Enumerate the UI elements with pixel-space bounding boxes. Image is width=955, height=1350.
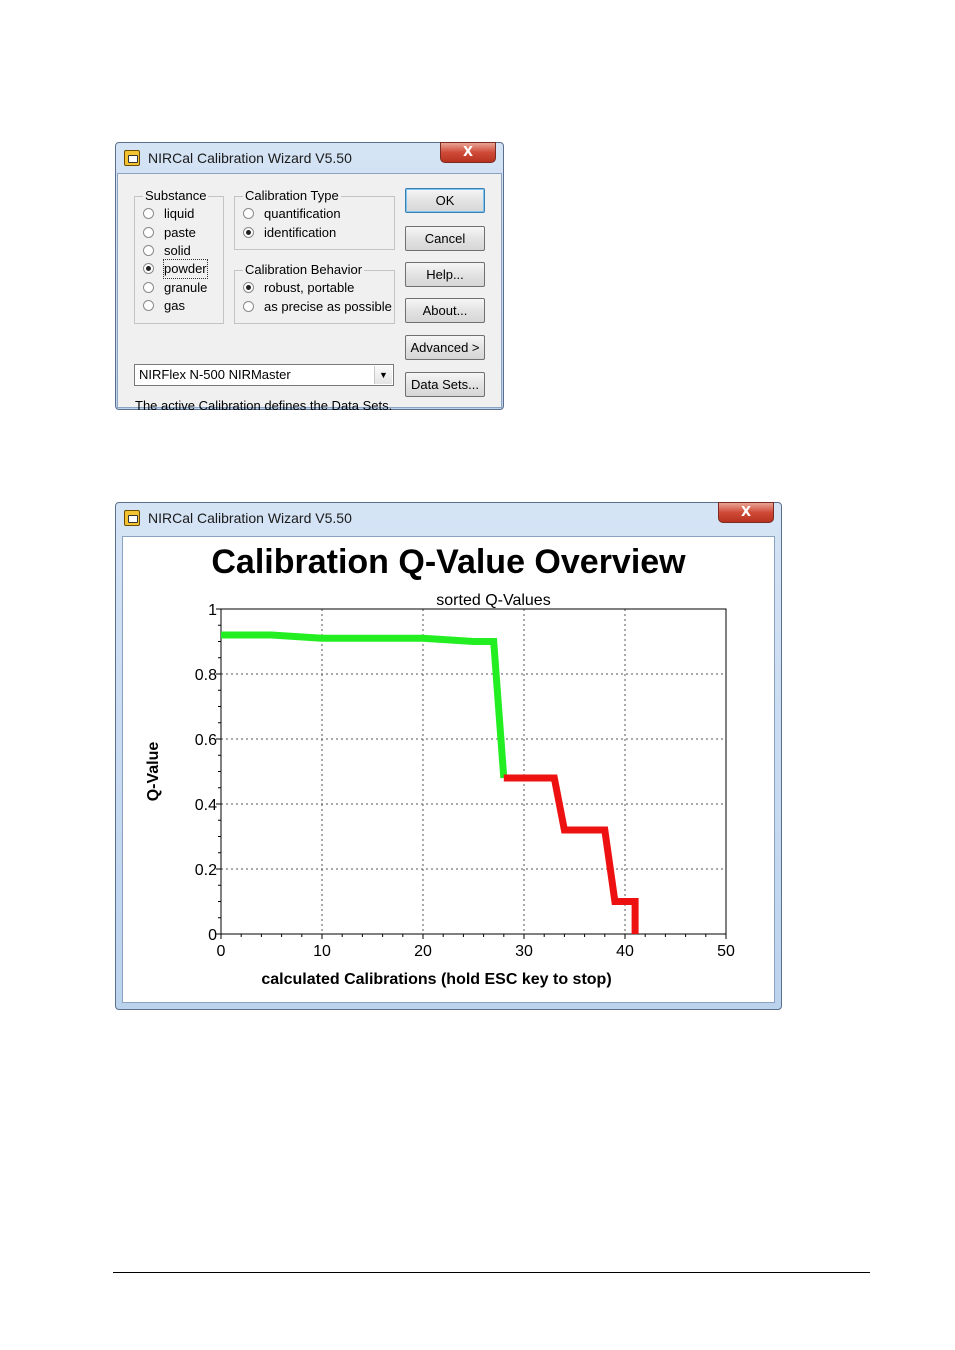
about-button[interactable]: About... bbox=[405, 298, 485, 323]
radio-label: solid bbox=[164, 243, 191, 258]
x-axis-label: calculated Calibrations (hold ESC key to… bbox=[261, 971, 611, 988]
radio-label: quantification bbox=[264, 206, 341, 221]
radio-label: identification bbox=[264, 225, 337, 240]
q-value-chart: sorted Q-Values 0 10 20 30 40 50 0 0.2 0.4 0.6 0.8 1… bbox=[145, 592, 735, 988]
series-line-2 bbox=[503, 774, 639, 934]
help-button[interactable]: Help... bbox=[405, 262, 485, 287]
chart-area: Calibration Q-Value Overview sorted Q-Va… bbox=[122, 536, 775, 1003]
advanced-button[interactable]: Advanced > bbox=[405, 335, 485, 360]
calibration-behavior-label: Calibration Behavior bbox=[243, 262, 365, 278]
radio-button-selected[interactable] bbox=[243, 282, 254, 293]
chart-subtitle: sorted Q-Values bbox=[436, 592, 550, 609]
ok-button[interactable]: OK bbox=[405, 188, 485, 213]
x-tick-label: 30 bbox=[515, 943, 533, 960]
radio-button-selected[interactable] bbox=[143, 263, 154, 274]
app-icon bbox=[124, 510, 140, 526]
close-button[interactable]: X bbox=[718, 502, 774, 523]
y-tick-label: 0.2 bbox=[195, 862, 217, 879]
plot-frame bbox=[220, 608, 727, 935]
radio-button[interactable] bbox=[143, 300, 154, 311]
radio-button[interactable] bbox=[243, 208, 254, 219]
radio-label: as precise as possible bbox=[264, 299, 392, 314]
radio-label: paste bbox=[164, 225, 196, 240]
y-tick-label: 0.4 bbox=[195, 797, 217, 814]
data-sets-button[interactable]: Data Sets... bbox=[405, 372, 485, 397]
y-tick-label: 0.8 bbox=[195, 667, 217, 684]
calibration-type-group: Calibration Type quantification identifi… bbox=[234, 188, 395, 250]
radio-label: granule bbox=[164, 280, 208, 295]
close-button[interactable]: X bbox=[440, 142, 496, 163]
x-tick-label: 50 bbox=[717, 943, 735, 960]
y-tick-label: 0 bbox=[208, 927, 217, 944]
series-line-1 bbox=[221, 631, 508, 779]
x-tick-label: 40 bbox=[616, 943, 634, 960]
radio-button[interactable] bbox=[243, 301, 254, 312]
window-title: NIRCal Calibration Wizard V5.50 bbox=[148, 150, 352, 166]
y-axis-label: Q-Value bbox=[145, 742, 162, 802]
status-text: The active Calibration defines the Data … bbox=[135, 398, 393, 413]
radio-label: powder bbox=[163, 259, 208, 279]
radio-label: gas bbox=[164, 298, 185, 313]
radio-label: robust, portable bbox=[264, 280, 355, 295]
window-title: NIRCal Calibration Wizard V5.50 bbox=[148, 510, 352, 526]
dialog-client-area: Substance liquid paste solid powder gran… bbox=[117, 173, 502, 413]
x-tick-label: 10 bbox=[313, 943, 331, 960]
substance-group: Substance liquid paste solid powder gran… bbox=[134, 188, 224, 324]
radio-button[interactable] bbox=[143, 208, 154, 219]
calibration-wizard-dialog: NIRCal Calibration Wizard V5.50 X Substa… bbox=[115, 142, 504, 413]
chart-window: NIRCal Calibration Wizard V5.50 X Calibr… bbox=[115, 502, 782, 1010]
instrument-select[interactable]: NIRFlex N-500 NIRMaster ▼ bbox=[134, 364, 394, 386]
chevron-down-icon[interactable]: ▼ bbox=[374, 366, 392, 384]
substance-group-label: Substance bbox=[143, 188, 209, 204]
calibration-behavior-group: Calibration Behavior robust, portable as… bbox=[234, 262, 395, 324]
app-icon bbox=[124, 150, 140, 166]
cancel-button[interactable]: Cancel bbox=[405, 226, 485, 251]
chart-title: Calibration Q-Value Overview bbox=[211, 543, 686, 581]
radio-button[interactable] bbox=[143, 282, 154, 293]
instrument-select-value: NIRFlex N-500 NIRMaster bbox=[139, 367, 291, 382]
radio-button-selected[interactable] bbox=[243, 227, 254, 238]
calibration-type-label: Calibration Type bbox=[243, 188, 341, 204]
y-tick-label: 0.6 bbox=[195, 732, 217, 749]
footer-divider bbox=[113, 1272, 870, 1273]
y-tick-label: 1 bbox=[208, 602, 217, 619]
x-tick-label: 20 bbox=[414, 943, 432, 960]
chart-title-bar[interactable]: NIRCal Calibration Wizard V5.50 X bbox=[116, 502, 781, 533]
radio-button[interactable] bbox=[143, 245, 154, 256]
radio-button[interactable] bbox=[143, 227, 154, 238]
radio-label: liquid bbox=[164, 206, 195, 221]
x-tick-label: 0 bbox=[217, 943, 226, 960]
title-bar[interactable]: NIRCal Calibration Wizard V5.50 X bbox=[116, 142, 503, 173]
